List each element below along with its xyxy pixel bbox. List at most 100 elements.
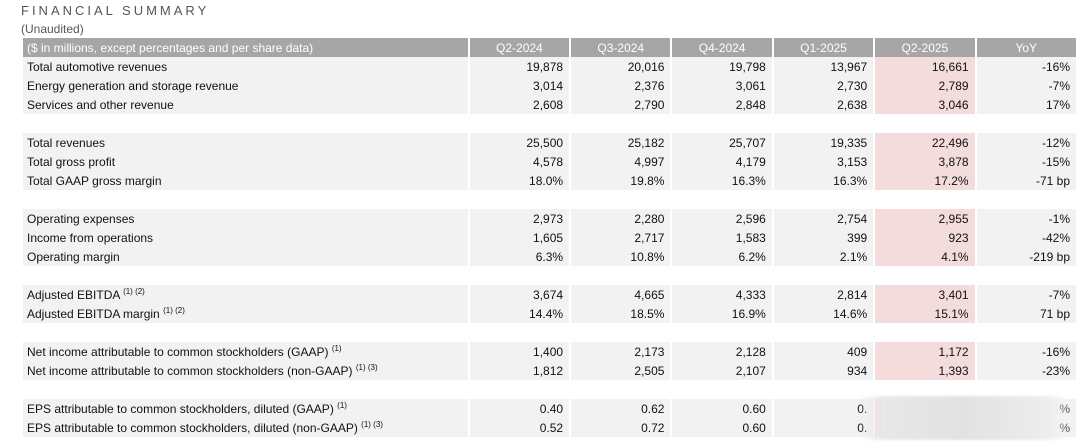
table-cell: 19,878 — [469, 57, 570, 76]
spacer-row — [23, 266, 1076, 285]
row-label-text: Services and other revenue — [27, 97, 174, 112]
spacer-row — [23, 114, 1076, 133]
footnote-marker: (1) (2) — [123, 286, 145, 296]
table-row: Total GAAP gross margin 18.0% 19.8% 16.3% 16… — [23, 171, 1076, 190]
table-cell: 25,182 — [571, 133, 671, 152]
table-cell: 18.5% — [571, 304, 671, 323]
table-cell: 2,754 — [773, 209, 874, 228]
table-cell: 25,500 — [469, 133, 570, 152]
row-label-text: Net income attributable to common stockh… — [27, 363, 353, 378]
table-cell: 4,997 — [571, 152, 671, 171]
table-cell: 20,016 — [571, 57, 671, 76]
highlighted-cell: 1,172 — [875, 342, 975, 361]
table-cell: 2,128 — [672, 342, 772, 361]
table-cell: 6.2% — [672, 247, 772, 266]
table-cell: 2,717 — [571, 228, 671, 247]
table-cell: 3,061 — [672, 76, 772, 95]
row-label: Adjusted EBITDA (1) (2) — [23, 285, 468, 304]
table-cell: 17% — [976, 95, 1076, 114]
table-row: Total automotive revenues 19,878 20,016 19,… — [23, 57, 1076, 76]
highlighted-cell: 2,955 — [875, 209, 975, 228]
footnote-marker: (1) (3) — [355, 362, 378, 372]
row-label-text: Adjusted EBITDA — [27, 287, 120, 302]
column-header: YoY — [976, 38, 1076, 57]
table-cell: 3,014 — [469, 76, 570, 95]
table-cell: 409 — [773, 342, 874, 361]
row-label: EPS attributable to common stockholders,… — [23, 418, 468, 437]
table-cell: -219 bp — [976, 247, 1076, 266]
spacer-row — [23, 190, 1076, 209]
highlighted-cell: 3,878 — [875, 152, 975, 171]
table-cell: -71 bp — [976, 171, 1076, 190]
table-row: Income from operations 1,605 2,717 1,583 399… — [23, 228, 1076, 247]
table-cell: 4,333 — [672, 285, 772, 304]
table-cell: 19.8% — [571, 171, 671, 190]
table-row: Net income attributable to common stockh… — [23, 361, 1076, 380]
table-cell: 19,798 — [672, 57, 772, 76]
label-column-header: ($ in millions, except percentages and p… — [23, 38, 468, 57]
row-label: Adjusted EBITDA margin (1) (2) — [23, 304, 468, 323]
table-cell: 2,730 — [773, 76, 874, 95]
spacer-cell — [23, 323, 1076, 342]
table-cell: 2,814 — [773, 285, 874, 304]
page-subtitle: (Unaudited) — [21, 22, 84, 36]
highlighted-cell: 2,789 — [875, 76, 975, 95]
table-cell: 0.52 — [469, 418, 570, 437]
table-cell: 14.4% — [469, 304, 570, 323]
footnote-marker: (1) — [337, 400, 347, 410]
table-header-row: ($ in millions, except percentages and p… — [23, 38, 1076, 57]
redacted-blur-overlay — [858, 396, 1070, 440]
row-label-text: Net income attributable to common stockh… — [27, 344, 329, 359]
table-cell: 0.62 — [571, 399, 671, 418]
footnote-marker: (1) (2) — [163, 305, 185, 315]
table-cell: 19,335 — [773, 133, 874, 152]
table-row: Total revenues 25,500 25,182 25,707 19,335 22… — [23, 133, 1076, 152]
highlighted-cell: 15.1% — [875, 304, 975, 323]
row-label: Net income attributable to common stockh… — [23, 361, 468, 380]
table-cell: 16.3% — [672, 171, 772, 190]
table-cell: 399 — [773, 228, 874, 247]
highlighted-cell: 16,661 — [875, 57, 975, 76]
table-cell: 25,707 — [672, 133, 772, 152]
table-cell: 4,578 — [469, 152, 570, 171]
table-cell: -7% — [976, 76, 1076, 95]
row-label-text: Energy generation and storage revenue — [27, 78, 239, 93]
column-header: Q1-2025 — [773, 38, 874, 57]
table-cell: 2,848 — [672, 95, 772, 114]
row-label-text: Total gross profit — [27, 154, 116, 169]
footnote-marker: (1) (3) — [361, 419, 383, 429]
table-cell: 2,790 — [571, 95, 671, 114]
table-cell: 3,153 — [773, 152, 874, 171]
highlighted-cell: 1,393 — [875, 361, 975, 380]
table-cell: -7% — [976, 285, 1076, 304]
table-cell: 1,812 — [469, 361, 570, 380]
row-label: Total GAAP gross margin — [23, 171, 468, 190]
table-cell: 2,638 — [773, 95, 874, 114]
table-row: Adjusted EBITDA (1) (2) 3,674 4,665 4,333 2,… — [23, 285, 1076, 304]
table-cell: 2,608 — [469, 95, 570, 114]
highlighted-cell: 22,496 — [875, 133, 975, 152]
row-label: Total revenues — [23, 133, 468, 152]
table-cell: 13,967 — [773, 57, 874, 76]
table-cell: -12% — [976, 133, 1076, 152]
table-cell: -16% — [976, 57, 1076, 76]
table-cell: 0.60 — [672, 399, 772, 418]
highlighted-cell: 3,046 — [875, 95, 975, 114]
table-cell: 2,280 — [571, 209, 671, 228]
table-cell: 0.72 — [571, 418, 671, 437]
page-title: FINANCIAL SUMMARY — [21, 3, 210, 18]
row-label-text: Adjusted EBITDA margin — [27, 306, 160, 321]
highlighted-cell: 4.1% — [875, 247, 975, 266]
row-label: Operating expenses — [23, 209, 468, 228]
column-header: Q2-2025 — [875, 38, 975, 57]
table-cell: 1,605 — [469, 228, 570, 247]
table-cell: 2,173 — [571, 342, 671, 361]
table-cell: 10.8% — [571, 247, 671, 266]
table-cell: 3,674 — [469, 285, 570, 304]
table-cell: 0.60 — [672, 418, 772, 437]
table-cell: -1% — [976, 209, 1076, 228]
table-cell: 2,596 — [672, 209, 772, 228]
table-cell: 1,400 — [469, 342, 570, 361]
table-cell: 4,179 — [672, 152, 772, 171]
row-label: Net income attributable to common stockh… — [23, 342, 468, 361]
